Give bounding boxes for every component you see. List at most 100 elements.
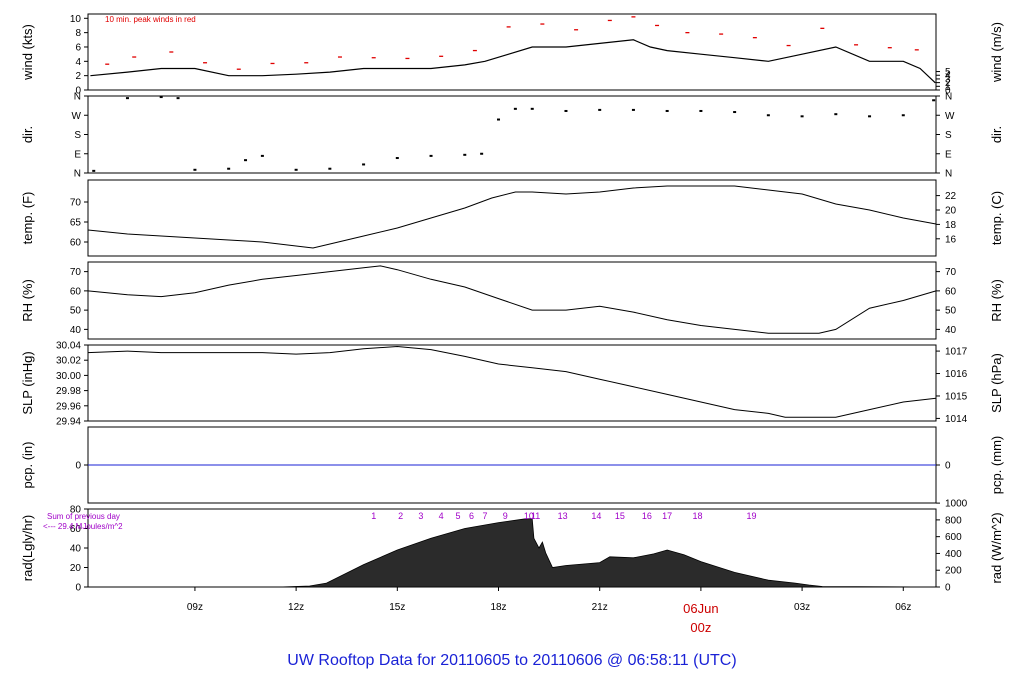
- temp-ytick-right-label: 16: [945, 234, 957, 245]
- temp-line: [87, 185, 937, 249]
- wind-ytick-right-label: 3: [945, 74, 951, 85]
- rad-ylabel-right: rad (W/m^2): [989, 512, 1004, 583]
- rad-ytick-right-label: 200: [945, 566, 962, 577]
- rad-sun-mark-label: 14: [591, 511, 601, 521]
- rh-ylabel-left: RH (%): [20, 279, 35, 322]
- rh-ytick-label: 50: [70, 306, 82, 317]
- dir-ytick-label: E: [74, 149, 81, 160]
- dir-point: [395, 157, 399, 160]
- pcp-ylabel-left: pcp. (in): [20, 442, 35, 489]
- temp-ytick-right-label: 20: [945, 206, 957, 217]
- slp-ytick-label: 30.02: [56, 356, 81, 367]
- rad-ytick-right-label: 0: [945, 583, 951, 594]
- dir-point: [766, 114, 770, 117]
- dir-frame: [87, 95, 937, 174]
- rad-ytick-right-label: 1000: [945, 499, 968, 510]
- dir-point: [362, 163, 366, 166]
- pcp-ytick-label: 0: [75, 461, 81, 472]
- dir-ylabel-right: dir.: [989, 126, 1004, 143]
- rad-sun-mark-label: 9: [503, 511, 508, 521]
- rad-sun-mark-label: 1: [371, 511, 376, 521]
- rad-ytick-right-label: 600: [945, 532, 962, 543]
- dir-ytick-right-label: E: [945, 149, 952, 160]
- rh-ylabel-right: RH (%): [989, 279, 1004, 322]
- rad-sun-mark-label: 18: [693, 511, 703, 521]
- wind-frame: [87, 13, 937, 91]
- dir-ytick-label: N: [74, 169, 81, 180]
- slp-ytick-right-label: 1015: [945, 391, 968, 402]
- time-axis: 09z 12z 15z 18z 21z 00z 03z 06z 06Jun: [187, 587, 911, 635]
- rh-ytick-right-label: 40: [945, 325, 957, 336]
- rad-ytick-right-label: 400: [945, 549, 962, 560]
- slp-ytick-label: 29.94: [56, 417, 81, 428]
- temp-ylabel-right: temp. (C): [989, 191, 1004, 245]
- x-date-label: 06Jun: [683, 601, 718, 616]
- rad-ytick-right-label: 800: [945, 515, 962, 526]
- dir-ytick-label: W: [72, 111, 82, 122]
- wind-ytick-right-label: 5: [945, 67, 951, 78]
- slp-ylabel-right: SLP (hPa): [989, 353, 1004, 413]
- dir-point: [193, 168, 197, 171]
- rad-sun-mark-label: 19: [746, 511, 756, 521]
- rad-ytick-label: 80: [70, 505, 82, 516]
- dir-point: [497, 118, 501, 121]
- wind-ytick-right-label: 2: [945, 78, 951, 89]
- dir-point: [665, 109, 669, 112]
- pcp-ytick-right-label: 0: [945, 461, 951, 472]
- rad-ytick-label: 40: [70, 544, 82, 555]
- wind-peak-annotation: 10 min. peak winds in red: [105, 15, 196, 24]
- temp-ytick-label: 70: [70, 198, 82, 209]
- rad-sun-mark-label: 3: [418, 511, 423, 521]
- dir-point: [328, 167, 332, 170]
- x-tick-label: 21z: [592, 602, 608, 613]
- dir-point: [480, 152, 484, 155]
- dir-point: [92, 169, 96, 172]
- rh-panel: 40 50 60 70 40 50 60 70 RH (%) RH (%): [20, 261, 1004, 340]
- wind-ytick-label: 10: [70, 14, 82, 25]
- dir-point: [513, 107, 517, 110]
- x-tick-label: 18z: [490, 602, 506, 613]
- rad-ylabel-left: rad(Lgly/hr): [20, 515, 35, 581]
- pcp-ylabel-right: pcp. (mm): [989, 436, 1004, 495]
- dir-point: [125, 97, 129, 100]
- slp-ytick-label: 29.96: [56, 401, 81, 412]
- dir-point: [901, 114, 905, 117]
- dir-point: [227, 167, 231, 170]
- dir-ytick-right-label: N: [945, 92, 952, 103]
- rad-sun-mark-label: 15: [615, 511, 625, 521]
- temp-ytick-right-label: 22: [945, 191, 957, 202]
- rad-sun-mark-label: 6: [469, 511, 474, 521]
- rad-ytick-label: 0: [75, 583, 81, 594]
- slp-ytick-right-label: 1016: [945, 369, 968, 380]
- slp-frame: [87, 344, 937, 422]
- dir-point: [530, 107, 534, 110]
- temp-ylabel-left: temp. (F): [20, 192, 35, 245]
- rad-area: [88, 518, 937, 588]
- x-tick-label: 03z: [794, 602, 810, 613]
- dir-point: [598, 108, 602, 111]
- rad-sun-mark-label: 7: [483, 511, 488, 521]
- dir-point: [260, 154, 264, 157]
- x-tick-label: 15z: [389, 602, 405, 613]
- dir-point: [176, 97, 180, 100]
- temp-ytick-right-label: 18: [945, 220, 957, 231]
- dir-ytick-right-label: S: [945, 130, 952, 141]
- x-tick-label: 06z: [895, 602, 911, 613]
- wind-ytick-label: 6: [75, 42, 81, 53]
- wind-ytick-label: 8: [75, 28, 81, 39]
- dir-point: [699, 109, 703, 112]
- slp-ylabel-left: SLP (inHg): [20, 351, 35, 414]
- wind-ylabel-right: wind (m/s): [989, 22, 1004, 83]
- rad-sun-mark-label: 10: [524, 511, 534, 521]
- rad-sun-mark-label: 11: [531, 511, 540, 521]
- dir-ytick-label: N: [74, 92, 81, 103]
- dir-point: [463, 153, 467, 156]
- rh-ytick-right-label: 50: [945, 306, 957, 317]
- dir-point: [733, 111, 737, 114]
- rh-frame: [87, 261, 937, 340]
- figure-title: UW Rooftop Data for 20110605 to 20110606…: [287, 652, 737, 669]
- dir-ytick-right-label: N: [945, 169, 952, 180]
- dir-point: [294, 168, 298, 171]
